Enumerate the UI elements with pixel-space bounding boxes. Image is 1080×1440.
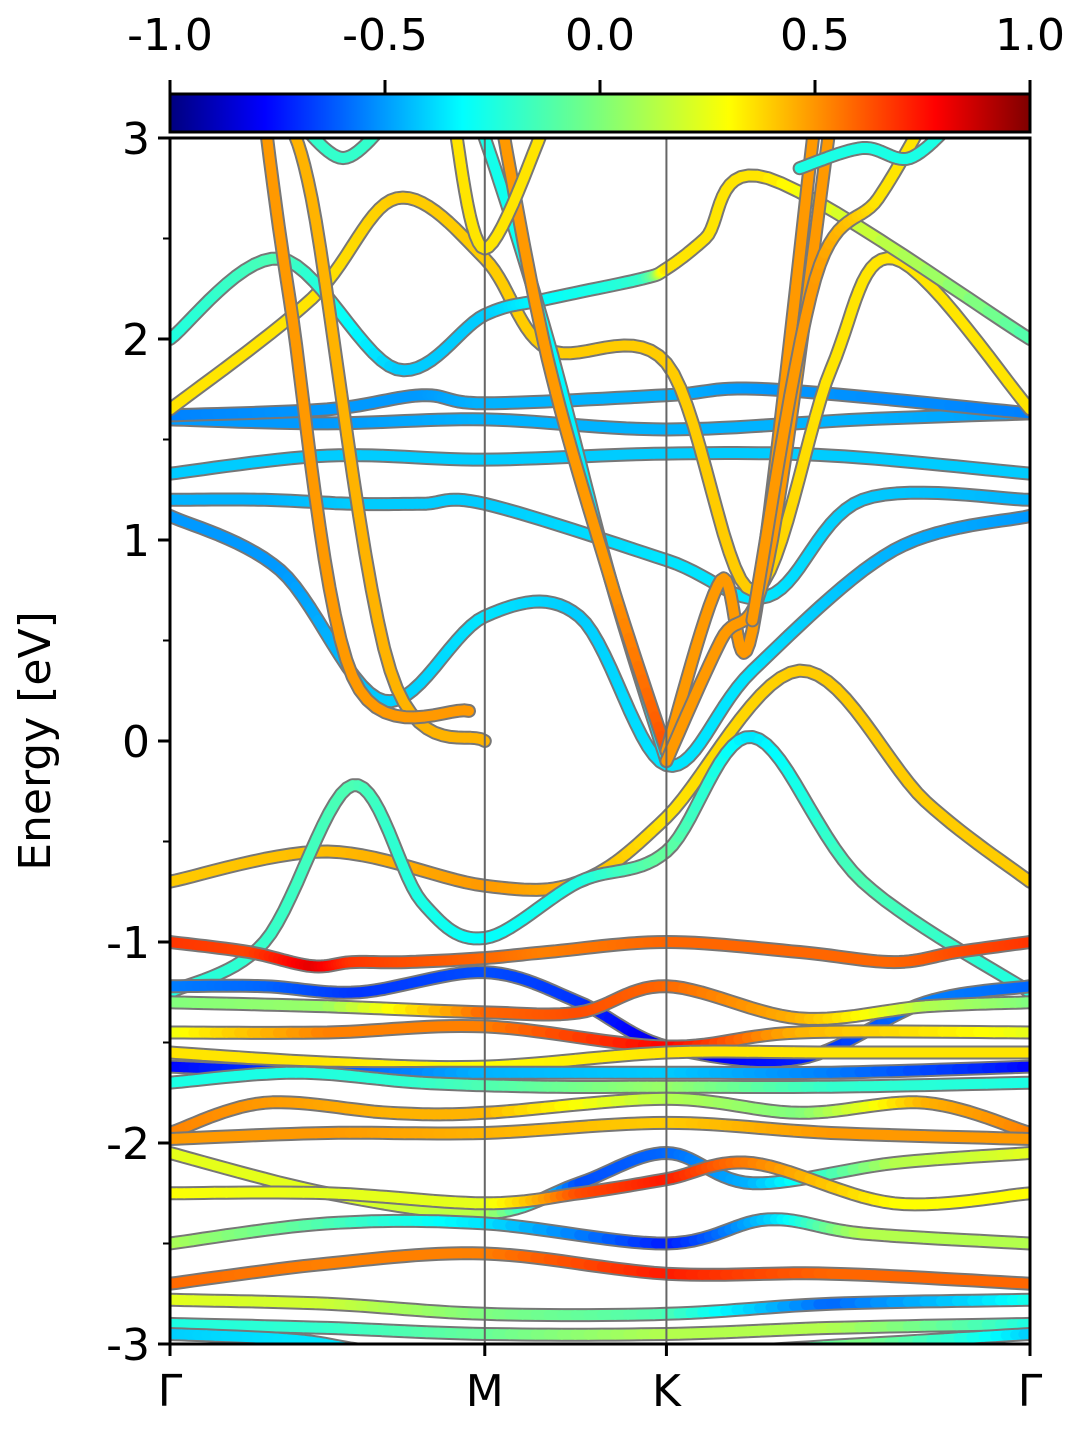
band-23 [170,1316,1030,1342]
band-segment [756,1350,770,1351]
y-tick-label: 3 [122,114,150,165]
band-segment [348,470,365,521]
band-segment [800,164,815,209]
bands-layer [170,138,1030,1355]
band-segment [360,548,377,594]
x-tick-label: Γ [1018,1366,1043,1417]
band-segment [728,1351,742,1352]
band-segment [791,238,806,292]
band-segment [769,449,785,490]
band-segment [819,1340,842,1344]
y-tick-label: 1 [122,516,150,567]
band-segment [315,243,331,286]
band-segment [376,1352,386,1353]
band-12 [170,1019,1030,1054]
colorbar-tick-label: -0.5 [342,10,428,61]
band-2 [170,508,1030,773]
band-segment [359,1350,367,1351]
band-segment [780,326,797,383]
y-axis-title: Energy [eV] [10,611,61,871]
band-segment [713,1352,728,1353]
band-17 [170,1115,1030,1146]
band-segment [807,217,823,263]
y-tick-label: -3 [106,1320,150,1371]
band-segment [330,349,347,400]
band-22 [170,1292,1030,1323]
band-segment [794,1342,815,1344]
y-tick-label: -2 [106,1119,150,1170]
band-segment [336,389,353,441]
y-tick-label: -1 [106,918,150,969]
band-segment [409,1354,423,1355]
band-segment [310,491,325,534]
x-tick-label: Γ [158,1366,183,1417]
band-segment [306,460,321,502]
band-segment [682,1353,698,1354]
band-segment [386,1353,397,1354]
band-16 [170,1091,1030,1140]
band-segment [1013,326,1030,344]
band-15 [170,1065,1030,1094]
band-segment [314,523,330,564]
band-segment [812,184,827,228]
band-segment [742,1350,756,1351]
band-segment [320,275,336,322]
colorbar-tick-label: 0.5 [780,10,850,61]
y-tick-label: 0 [122,717,150,768]
band-segment [698,1353,713,1354]
band-11 [170,979,1030,1026]
band-segment [796,199,811,249]
band-segment [774,419,790,460]
colorbar-gradient [168,92,1032,134]
colorbar-tick-label: 1.0 [995,10,1065,61]
band-segment [340,1342,354,1344]
band-segment [367,1351,376,1352]
band-segment [298,397,313,439]
high-symmetry-lines [483,138,668,1344]
band-24 [170,1327,1030,1355]
band-8 [170,168,1030,378]
band-19 [170,1155,1030,1212]
band-segment [786,281,802,337]
band-segment [349,1343,355,1344]
band-segment [397,1354,410,1355]
band-segment [782,1343,801,1344]
colorbar-tick-label: -1.0 [127,10,213,61]
band-3 [170,485,1030,606]
colorbar: -1.0 -0.5 0.0 0.5 1.0 [127,10,1065,134]
band-4 [170,446,1030,481]
band-0 [170,663,1030,897]
band-segment [806,1341,828,1344]
band-segment [302,428,317,470]
band-10 [170,965,1030,1069]
band-segment [366,584,383,626]
band-26 [260,138,476,725]
band-21 [170,1246,1030,1291]
band-segment [354,510,371,559]
band-segment [333,1341,349,1344]
band-segment [325,311,341,360]
y-axis: -3 -2 -1 0 1 2 3 [106,114,170,1371]
band-9 [170,935,1030,974]
band-28 [497,138,674,758]
band-1 [170,730,1030,1000]
band-segment [342,430,358,481]
band-33 [304,138,382,166]
band-segment [780,1343,786,1344]
band-20 [170,1212,1030,1251]
y-tick-label: 2 [122,315,150,366]
colorbar-tick-label: 0.0 [565,10,635,61]
band-segment [907,138,920,146]
x-tick-label: K [652,1366,682,1417]
band-segment [459,705,474,716]
band-segment [532,138,545,147]
x-tick-label: M [466,1366,504,1417]
